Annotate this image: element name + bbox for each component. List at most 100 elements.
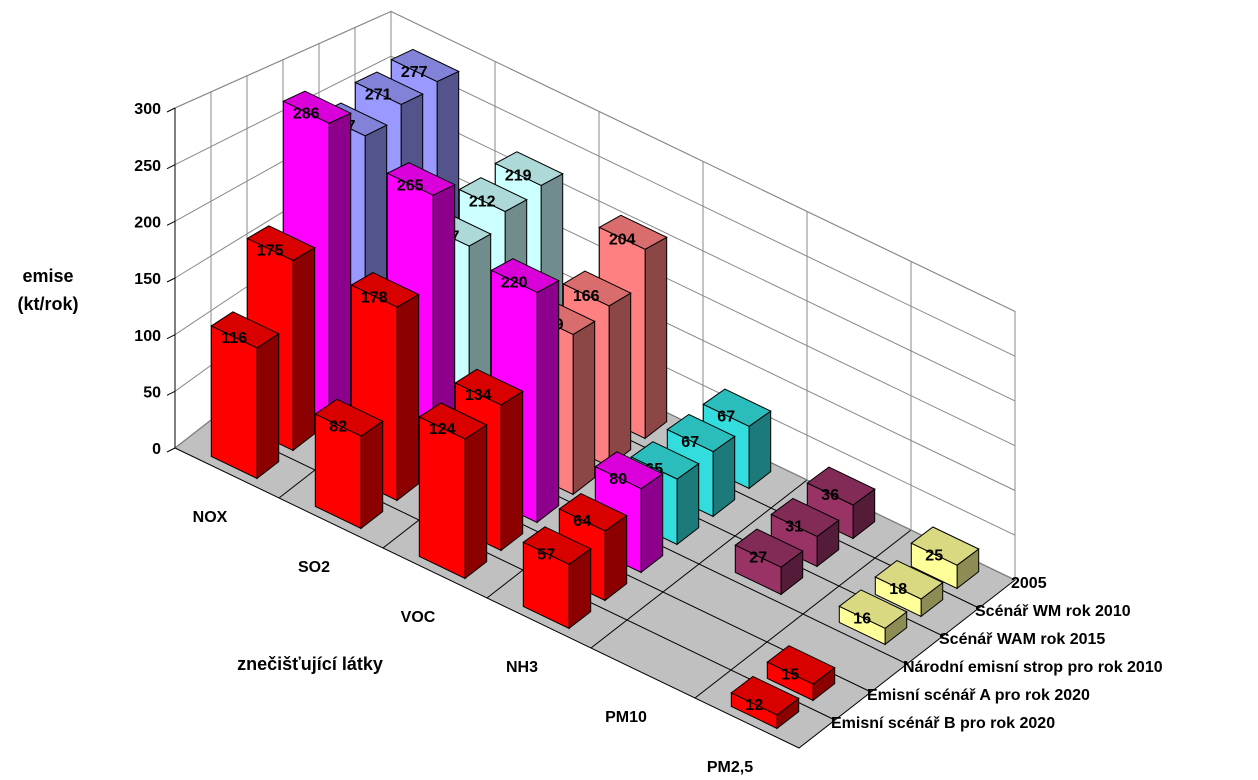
bar-top xyxy=(770,497,840,537)
bar-top xyxy=(594,451,664,490)
bar-side xyxy=(608,292,632,468)
data-label: 67 xyxy=(681,434,699,451)
y-tick xyxy=(166,334,176,340)
legend-label: Emisní scénář A pro rok 2020 xyxy=(867,687,1090,704)
bar-side xyxy=(396,293,420,502)
x-tick-label: PM10 xyxy=(605,709,647,726)
data-label: 178 xyxy=(361,289,388,306)
data-label: 166 xyxy=(573,288,600,305)
y-tick-label: 150 xyxy=(134,271,161,288)
bar-top xyxy=(730,675,800,716)
data-label: 175 xyxy=(257,243,284,260)
bar-side xyxy=(644,236,668,440)
y-tick-label: 300 xyxy=(134,101,161,118)
legend-label: Národní emisní strop pro rok 2010 xyxy=(903,659,1163,676)
bar-top xyxy=(354,71,424,105)
bar-top xyxy=(598,214,668,250)
y-tick xyxy=(166,107,176,113)
data-label: 271 xyxy=(365,87,392,104)
data-label: 18 xyxy=(889,581,907,598)
x-tick-label: VOC xyxy=(401,609,436,626)
bar-top xyxy=(630,441,700,480)
y-tick-label: 200 xyxy=(134,215,161,232)
data-label: 265 xyxy=(397,177,424,194)
data-label: 25 xyxy=(925,547,943,564)
legend-label: Scénář WAM rok 2015 xyxy=(939,631,1105,648)
grid-line xyxy=(174,10,1016,312)
data-label: 31 xyxy=(785,519,803,536)
bar-side xyxy=(292,246,316,452)
data-label: 124 xyxy=(429,421,456,438)
data-label: 57 xyxy=(537,546,555,563)
floor-line xyxy=(694,529,912,699)
bar-side xyxy=(256,332,280,480)
bar-top xyxy=(458,177,528,213)
data-label: 15 xyxy=(781,666,799,683)
bar-top xyxy=(666,413,736,453)
bar-top xyxy=(522,526,592,565)
data-label: 134 xyxy=(465,387,492,404)
bar-front xyxy=(418,416,466,580)
bar-top xyxy=(910,526,980,566)
y-tick-label: 100 xyxy=(134,328,161,345)
bar-top xyxy=(350,272,420,308)
data-label: 16 xyxy=(853,611,871,628)
bar-top xyxy=(454,368,524,406)
bar-side xyxy=(328,112,352,424)
y-tick xyxy=(166,447,176,453)
bar-top xyxy=(558,493,628,532)
bar-top xyxy=(806,466,876,506)
bar-top xyxy=(874,560,944,600)
data-label: 204 xyxy=(609,231,636,248)
data-label: 12 xyxy=(745,697,763,714)
bar-top xyxy=(490,258,560,293)
floor-line xyxy=(590,479,808,649)
bar-top xyxy=(494,151,564,186)
data-label: 286 xyxy=(293,105,320,122)
x-tick-label: NH3 xyxy=(506,659,538,676)
bar-top xyxy=(314,398,384,437)
legend-label: Scénář WM rok 2010 xyxy=(975,603,1131,620)
bar-side xyxy=(464,424,488,580)
data-label: 64 xyxy=(573,513,591,530)
bar-side xyxy=(536,279,560,524)
bar-top xyxy=(766,645,836,685)
bar-side xyxy=(500,390,524,552)
y-tick-label: 0 xyxy=(152,441,161,458)
data-label: 212 xyxy=(469,194,496,211)
bar-top xyxy=(246,225,316,261)
bar-top xyxy=(390,48,460,83)
data-label: 116 xyxy=(221,330,247,347)
bar-top xyxy=(838,589,908,629)
bar-front xyxy=(210,325,258,480)
data-label: 27 xyxy=(749,549,767,566)
y-tick-label: 250 xyxy=(134,158,161,175)
bar-top xyxy=(734,528,804,568)
bar-top xyxy=(702,388,772,427)
y-tick-label: 50 xyxy=(143,385,161,402)
data-label: 80 xyxy=(609,471,627,488)
bar-top xyxy=(282,90,352,124)
bar-top xyxy=(562,270,632,307)
bar-side xyxy=(640,472,664,574)
x-tick-label: SO2 xyxy=(298,559,330,576)
legend-label: Emisní scénář B pro rok 2020 xyxy=(831,715,1055,732)
y-tick xyxy=(166,164,176,170)
legend-label: 2005 xyxy=(1011,575,1047,592)
x-axis-title: znečišťující látky xyxy=(237,654,383,674)
data-label: 220 xyxy=(501,274,528,291)
bar-top xyxy=(210,311,280,349)
y-axis-title: emise (kt/rok) xyxy=(17,266,79,314)
x-tick-label: PM2,5 xyxy=(707,759,753,776)
bar-top xyxy=(386,162,456,196)
bar-top xyxy=(418,402,488,440)
data-label: 67 xyxy=(717,409,735,426)
data-label: 36 xyxy=(821,487,839,504)
bar-side xyxy=(572,320,596,496)
y-tick xyxy=(166,220,176,226)
y-tick xyxy=(166,277,176,283)
x-tick-label: NOX xyxy=(193,509,228,526)
data-label: 219 xyxy=(505,168,532,185)
